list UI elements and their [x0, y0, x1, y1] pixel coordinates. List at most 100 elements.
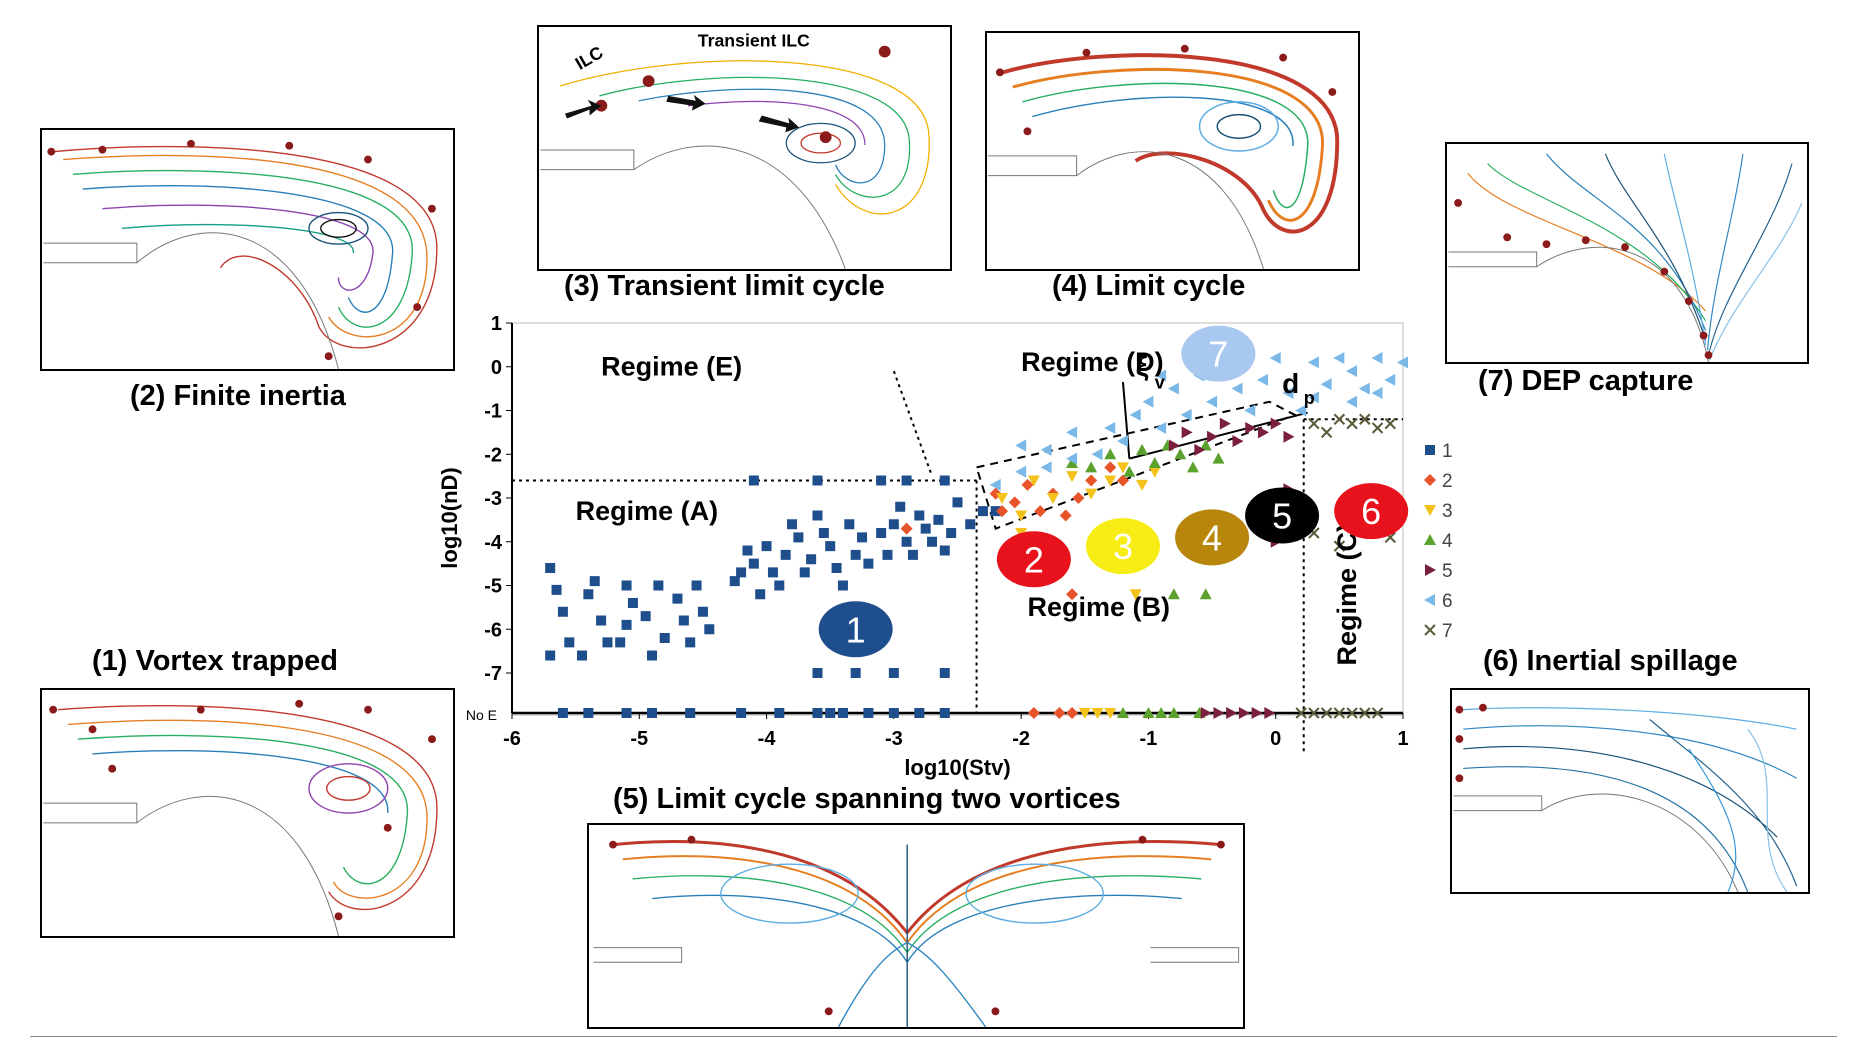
series-4-point: [1212, 452, 1225, 464]
legend-label: 6: [1442, 591, 1453, 612]
series-6-point: [1397, 356, 1408, 369]
dp-symbol: d: [1282, 368, 1299, 399]
series-6-point: [1320, 378, 1332, 391]
x-tick-label: -6: [503, 728, 521, 750]
series-1-point: [901, 536, 912, 547]
series-2-point: [996, 505, 1009, 518]
series-1-point: [914, 510, 925, 521]
series-1-point: [627, 598, 638, 608]
series-1-point: [939, 668, 950, 678]
series-7-point: [1371, 707, 1384, 719]
series-1-point: [920, 523, 931, 534]
series-6-point: [1244, 404, 1256, 417]
series-1-point: [748, 558, 759, 569]
legend-marker: [1425, 564, 1436, 576]
series-6-point: [1346, 365, 1358, 378]
y-tick-label: -7: [484, 663, 502, 685]
series-1-point: [812, 475, 823, 486]
panel-dep-capture: [1445, 142, 1809, 364]
x-tick-label: -2: [1012, 728, 1030, 750]
no-e-label: No E: [466, 707, 497, 723]
series-1-point: [939, 545, 950, 556]
series-7-point: [1359, 413, 1371, 425]
series-6-point: [1269, 352, 1281, 364]
regime-badge: [1085, 518, 1160, 575]
series-1-point: [736, 708, 747, 718]
series-1-point: [647, 650, 658, 661]
series-1-point: [952, 497, 963, 508]
series-6-point: [1256, 373, 1268, 386]
dep-capture-streamlines: [1448, 153, 1803, 362]
panel-finite-inertia: [40, 128, 455, 371]
bottom-divider: [30, 1036, 1837, 1037]
series-1-point: [901, 475, 912, 486]
series-4-point: [1155, 707, 1168, 718]
series-3-point: [1046, 493, 1059, 504]
series-1-point: [863, 558, 874, 569]
regime-badge: [1245, 487, 1320, 544]
series-7-point: [1371, 422, 1384, 434]
inertial-spillage-streamlines: [1453, 703, 1798, 892]
series-1-point: [729, 576, 740, 587]
series-3-point: [1027, 475, 1040, 487]
y-tick-label: -6: [484, 619, 502, 641]
series-1-point: [685, 708, 696, 718]
series-3-point: [1104, 475, 1117, 487]
two-vortices-streamlines: [593, 835, 1240, 1027]
y-tick-label: -1: [484, 401, 502, 423]
series-3-point: [1078, 708, 1091, 719]
caption-two-vortices: (5) Limit cycle spanning two vortices: [613, 783, 1121, 815]
series-5-point: [1270, 417, 1282, 430]
limit-cycle-streamlines: [988, 44, 1340, 269]
regime-label: Regime (E): [601, 352, 742, 382]
series-2-point: [1053, 707, 1066, 719]
series-1-point: [990, 506, 1001, 517]
series-1-point: [812, 510, 823, 521]
series-6-point: [1015, 465, 1027, 478]
regime-badge-number: 4: [1202, 517, 1222, 558]
series-1-point: [742, 545, 753, 556]
series-1-point: [640, 611, 651, 622]
series-1-point: [621, 580, 632, 591]
series-1-point: [557, 708, 568, 718]
series-5-point: [1213, 707, 1225, 719]
finite-inertia-streamlines: [43, 139, 438, 369]
series-2-point: [1066, 707, 1079, 719]
series-2-point: [1085, 474, 1098, 487]
series-6-point: [1066, 452, 1078, 465]
series-5-point: [1257, 426, 1269, 439]
series-2-point: [900, 522, 913, 535]
series-2-point: [1116, 474, 1129, 487]
series-5-point: [1194, 443, 1206, 456]
series-1-point: [837, 708, 848, 718]
series-1-point: [736, 567, 747, 578]
series-3-point: [1015, 510, 1028, 522]
series-1-point: [837, 580, 848, 591]
regime-badge: [1181, 325, 1256, 382]
series-6-point: [1307, 356, 1319, 369]
regime-badge: [996, 531, 1071, 588]
series-5-point: [1232, 435, 1244, 448]
series-1-point: [647, 708, 658, 718]
series-3-point: [1104, 708, 1117, 719]
series-1-point: [977, 506, 988, 517]
y-axis-label: log10(nD): [437, 467, 462, 568]
series-6-point: [1307, 391, 1319, 404]
regime-badge: [1334, 483, 1409, 540]
series-1-point: [767, 567, 778, 578]
caption-inertial-spillage: (6) Inertial spillage: [1483, 645, 1738, 677]
series-1-point: [564, 637, 575, 648]
panel-limit-cycle: [985, 31, 1360, 271]
series-1-point: [939, 708, 950, 718]
series-2-point: [1021, 478, 1034, 491]
series-6-point: [1282, 387, 1294, 399]
series-3-point: [996, 493, 1009, 504]
regime-badge-number: 7: [1208, 334, 1228, 375]
series-1-point: [583, 589, 594, 600]
series-3-point: [1148, 466, 1161, 478]
regime-label: Regime (C): [1332, 523, 1362, 666]
series-6-point: [1155, 369, 1167, 382]
series-4-point: [1104, 448, 1117, 460]
series-1-point: [551, 584, 562, 595]
series-5-point: [1168, 439, 1180, 452]
